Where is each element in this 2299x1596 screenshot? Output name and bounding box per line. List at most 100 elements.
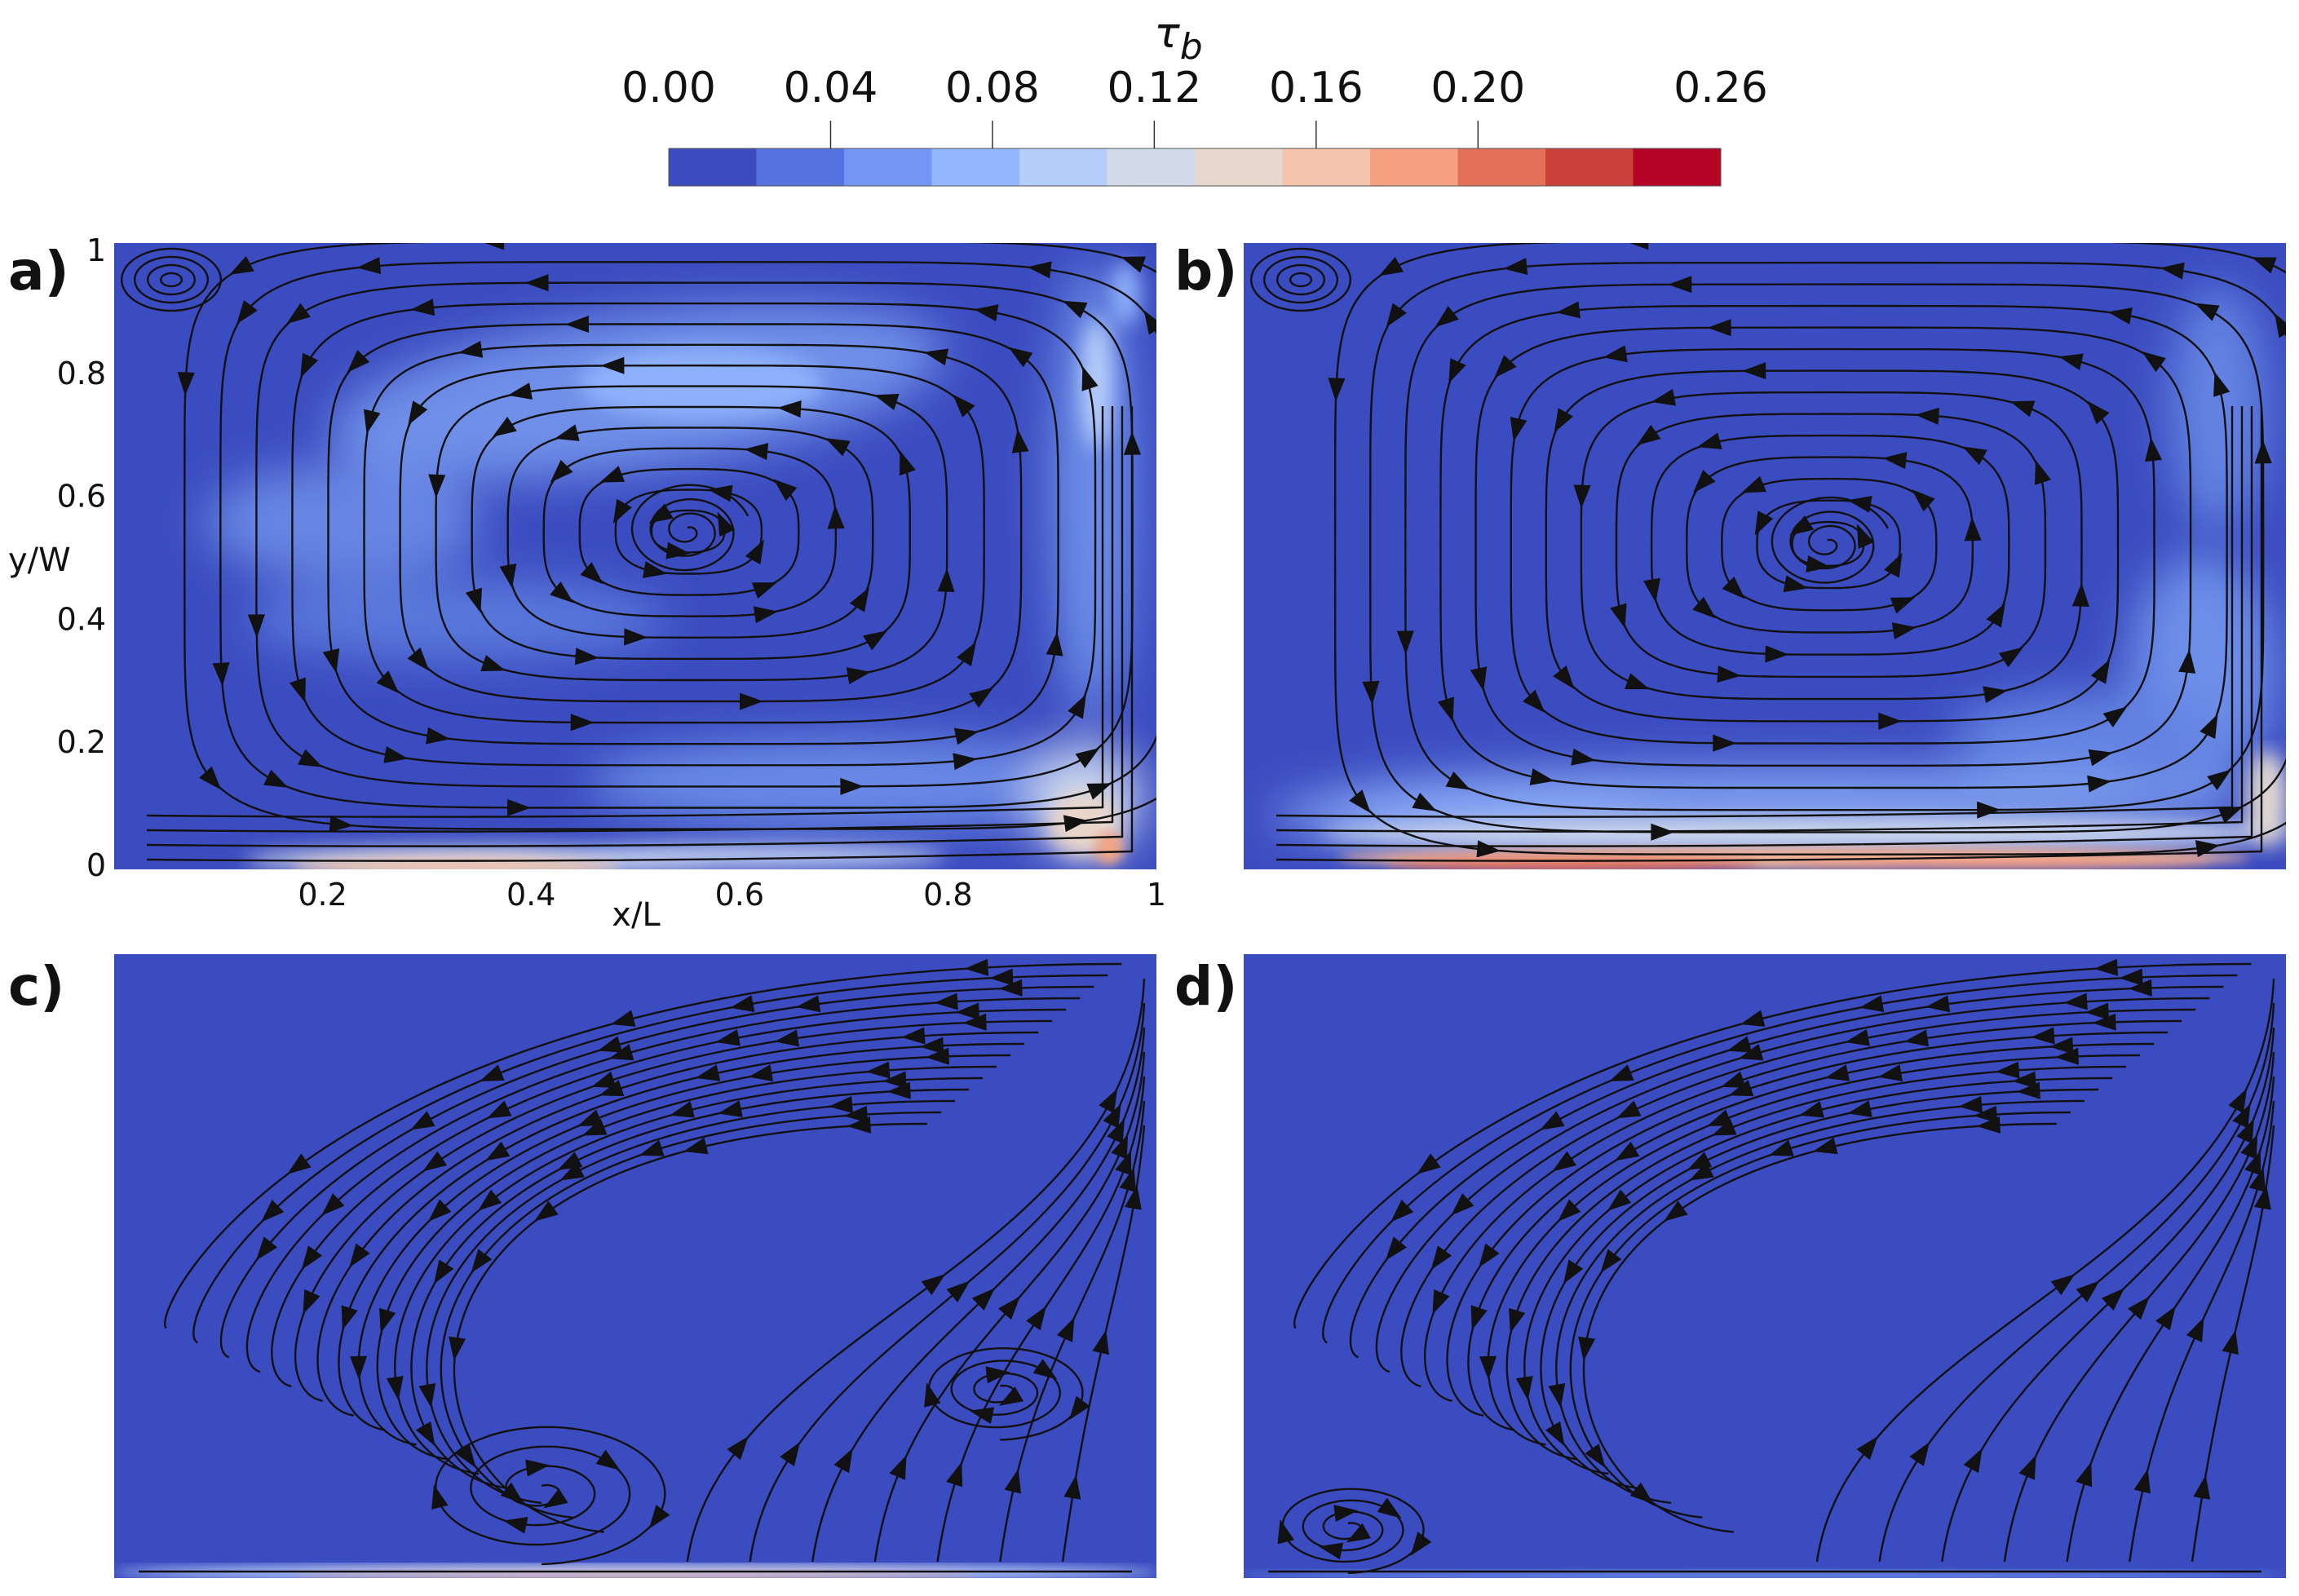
- flow-arrow: [237, 300, 258, 325]
- flow-arrow: [379, 1307, 396, 1333]
- flow-arrow: [1515, 1376, 1533, 1401]
- flow-arrow: [974, 304, 999, 322]
- flow-arrow: [2128, 979, 2152, 997]
- flow-arrow: [1086, 783, 1112, 800]
- flow-arrow: [1558, 1199, 1581, 1222]
- streamline: [338, 1042, 1025, 1431]
- flow-arrow: [1740, 1010, 1766, 1027]
- flow-arrow: [998, 1296, 1020, 1320]
- flow-arrow: [599, 466, 626, 483]
- panel-label-c: c): [8, 955, 64, 1018]
- flow-arrow: [1125, 1185, 1142, 1210]
- colorbar-segment: [1107, 148, 1196, 186]
- flow-arrow: [597, 1036, 623, 1053]
- streamline: [1404, 283, 2265, 811]
- flow-arrow: [301, 1245, 323, 1271]
- flow-arrow: [1143, 310, 1156, 335]
- streamline: [271, 1008, 1067, 1388]
- streamline: [245, 997, 1081, 1373]
- colorbar-tick-label: 0.16: [1269, 64, 1364, 113]
- streamline: [1061, 1125, 1146, 1563]
- flow-arrow: [1689, 1161, 1714, 1181]
- flow-arrow: [964, 958, 989, 976]
- flow-arrow: [1983, 686, 2008, 704]
- flow-arrow: [2186, 1317, 2204, 1342]
- flow-arrow: [543, 1488, 568, 1509]
- panel-label-a: a): [8, 240, 69, 303]
- flow-arrow: [2107, 307, 2133, 325]
- panel-label-d: d): [1174, 955, 1237, 1018]
- flow-arrow: [1523, 689, 1545, 714]
- flow-arrow: [433, 1259, 454, 1284]
- flow-arrow: [410, 1111, 435, 1130]
- flow-arrow: [485, 1141, 511, 1161]
- flow-arrow: [1378, 256, 1404, 276]
- flow-arrow: [1099, 1088, 1118, 1114]
- flow-arrow: [2160, 262, 2185, 280]
- flow-arrow: [1585, 1443, 1606, 1468]
- flow-arrow: [1479, 1243, 1500, 1268]
- flow-arrow: [608, 1043, 634, 1061]
- flow-arrow: [1277, 1519, 1294, 1545]
- flow-arrow: [921, 1274, 946, 1296]
- flow-arrow: [2088, 749, 2114, 767]
- streamline: [399, 364, 985, 703]
- flow-arrow: [431, 1484, 449, 1510]
- flow-arrow: [1891, 622, 1917, 640]
- flow-arrow: [465, 587, 483, 613]
- flow-arrow: [1328, 378, 1346, 402]
- flow-arrow: [229, 256, 254, 275]
- flow-arrow: [1707, 1109, 1732, 1126]
- flow-arrow: [410, 298, 435, 316]
- flow-arrow: [825, 438, 851, 457]
- flow-arrow: [1503, 258, 1528, 276]
- flow-arrow: [1651, 388, 1677, 406]
- flow-arrow: [2248, 1167, 2266, 1192]
- flow-arrow: [1081, 365, 1099, 391]
- colorbar-frame: [668, 148, 1722, 187]
- flow-arrow: [1664, 1200, 1688, 1222]
- flow-arrow: [1349, 789, 1371, 814]
- flow-arrow: [356, 257, 382, 275]
- flow-arrow: [212, 662, 230, 687]
- flow-arrow: [2102, 706, 2128, 727]
- flow-arrow: [2012, 1071, 2036, 1089]
- flow-arrow: [349, 1243, 370, 1268]
- flow-arrow: [2076, 1461, 2093, 1488]
- colorbar-tick-label: 0.20: [1430, 64, 1525, 113]
- flow-arrow: [849, 587, 869, 612]
- wall-streamline: [146, 406, 1104, 818]
- flow-arrow: [1963, 1448, 1983, 1474]
- flow-arrow: [840, 777, 864, 795]
- flow-arrow: [2254, 440, 2272, 464]
- streamline: [1615, 413, 2047, 679]
- flow-arrow: [1075, 747, 1100, 768]
- flow-arrow: [2213, 371, 2230, 397]
- flow-arrow: [1986, 603, 2005, 628]
- flow-arrow: [1119, 1167, 1137, 1192]
- flow-arrow: [715, 1028, 741, 1046]
- flow-arrow: [555, 424, 580, 441]
- flow-arrow: [1476, 840, 1501, 858]
- flow-arrow: [1470, 1305, 1488, 1331]
- y-tick-label: 1: [86, 232, 106, 268]
- streamline: [426, 1099, 955, 1504]
- flow-arrow: [1578, 1336, 1596, 1361]
- flow-arrow: [1720, 1071, 1746, 1088]
- flow-arrow: [2251, 257, 2277, 274]
- flow-arrow: [1430, 1245, 1452, 1271]
- streamline: [1368, 261, 2286, 833]
- flow-arrow: [1346, 1523, 1371, 1543]
- flow-arrow: [1432, 1289, 1450, 1315]
- flow-arrow: [263, 769, 289, 788]
- flow-arrow: [1046, 631, 1063, 657]
- flow-arrow: [1545, 1421, 1565, 1447]
- flow-arrow: [956, 641, 976, 667]
- streamline: [2191, 1125, 2275, 1563]
- flow-arrow: [559, 1161, 585, 1181]
- flow-arrow: [428, 474, 446, 498]
- flow-arrow: [426, 727, 451, 745]
- flow-arrow: [1625, 243, 1649, 250]
- flow-arrow: [639, 1139, 665, 1156]
- flow-arrow: [2119, 968, 2143, 986]
